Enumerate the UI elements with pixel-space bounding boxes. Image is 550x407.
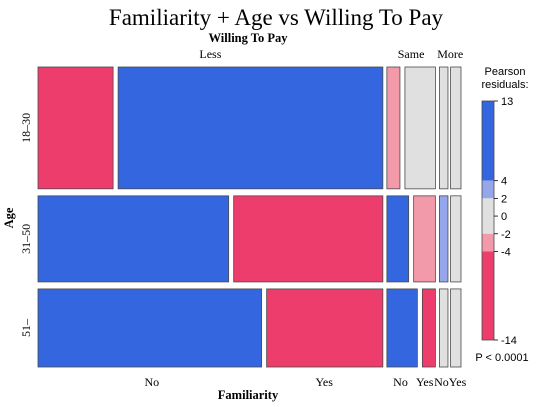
subcolumn-variable-label: Familiarity — [218, 388, 279, 402]
tile-31-50-more-no — [439, 195, 449, 283]
bottom-label-more-noyes: NoYes — [434, 375, 466, 389]
p-value-label: P < 0.0001 — [475, 352, 528, 364]
tile-31-50-less-no — [37, 195, 230, 283]
legend-band-mid-neg — [482, 233, 494, 252]
column-label-more: More — [437, 47, 463, 61]
legend-frame — [481, 100, 495, 341]
chart-title: Familiarity + Age vs Willing To Pay — [109, 5, 444, 30]
tile-31-50-more-yes — [450, 195, 462, 283]
row-label-18-30: 18–30 — [19, 113, 33, 143]
column-label-same: Same — [398, 47, 425, 61]
tile-18-30-less-no — [37, 66, 114, 190]
legend-bands — [481, 100, 495, 341]
bottom-label-same-yes: Yes — [416, 375, 434, 389]
row-label-31-50: 31–50 — [19, 224, 33, 254]
legend-tick-label: -14 — [501, 335, 517, 347]
tile-51-same-yes — [421, 288, 436, 368]
tile-51-more-no — [439, 288, 449, 368]
legend-band-mid-pos — [482, 180, 494, 199]
tile-18-30-more-no — [439, 66, 449, 190]
row-label-51: 51– — [19, 318, 33, 337]
tile-18-30-less-yes — [117, 66, 384, 190]
bottom-label-same-no: No — [393, 375, 408, 389]
legend-tick-label: 2 — [501, 193, 507, 205]
tile-51-less-no — [37, 288, 263, 368]
legend-band-strong-pos — [482, 101, 494, 181]
tile-31-50-same-no — [386, 195, 410, 283]
legend-tick-label: -2 — [501, 229, 511, 241]
bottom-label-less-yes: Yes — [315, 375, 333, 389]
mosaic-tiles — [37, 66, 462, 368]
column-variable-label: Willing To Pay — [209, 31, 289, 45]
legend-title-line2: residuals: — [481, 79, 528, 91]
column-label-less: Less — [199, 47, 221, 61]
tile-51-more-yes — [450, 288, 462, 368]
legend-band-neutral — [482, 198, 494, 234]
legend-tick-label: 4 — [501, 176, 507, 188]
tile-51-less-yes — [266, 288, 384, 368]
tile-31-50-same-yes — [413, 195, 436, 283]
tile-51-same-no — [386, 288, 418, 368]
legend-tick-label: 0 — [501, 211, 507, 223]
row-variable-label: Age — [2, 207, 16, 228]
legend-ticks: 13 4 2 0 -2 -4 -14 — [494, 96, 517, 347]
tile-18-30-more-yes — [450, 66, 462, 190]
legend-band-strong-neg — [482, 251, 494, 340]
legend-title-line1: Pearson — [485, 66, 526, 78]
tile-18-30-same-no — [386, 66, 401, 190]
tile-18-30-same-yes — [404, 66, 436, 190]
legend-tick-label: 13 — [501, 96, 513, 108]
tile-31-50-less-yes — [233, 195, 384, 283]
bottom-label-less-no: No — [144, 375, 159, 389]
legend: Pearson residuals: 13 4 2 0 -2 -4 -14 P < 0.00… — [475, 66, 528, 364]
legend-tick-label: -4 — [501, 246, 511, 258]
